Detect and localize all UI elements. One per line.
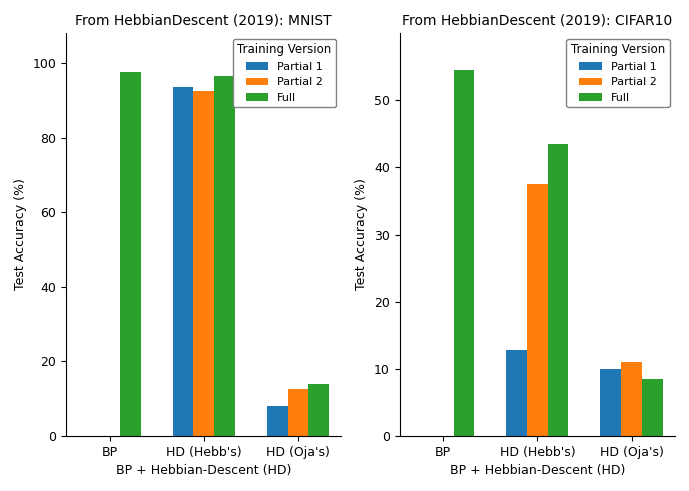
Bar — [287, 389, 308, 436]
Bar — [548, 144, 568, 436]
Bar — [453, 70, 474, 436]
Bar — [120, 72, 141, 436]
Bar — [308, 383, 329, 436]
Bar — [621, 362, 642, 436]
Legend: Partial 1, Partial 2, Full: Partial 1, Partial 2, Full — [233, 39, 336, 108]
Bar — [506, 350, 527, 436]
Y-axis label: Test Accuracy (%): Test Accuracy (%) — [14, 179, 27, 291]
Bar — [527, 184, 548, 436]
Title: From HebbianDescent (2019): CIFAR10: From HebbianDescent (2019): CIFAR10 — [402, 14, 672, 28]
Legend: Partial 1, Partial 2, Full: Partial 1, Partial 2, Full — [566, 39, 670, 108]
Bar — [214, 76, 235, 436]
Bar — [194, 91, 214, 436]
X-axis label: BP + Hebbian-Descent (HD): BP + Hebbian-Descent (HD) — [116, 464, 291, 477]
Bar — [173, 87, 194, 436]
Bar — [267, 406, 287, 436]
Title: From HebbianDescent (2019): MNIST: From HebbianDescent (2019): MNIST — [76, 14, 332, 28]
Y-axis label: Test Accuracy (%): Test Accuracy (%) — [356, 179, 369, 291]
Bar — [642, 379, 663, 436]
X-axis label: BP + Hebbian-Descent (HD): BP + Hebbian-Descent (HD) — [450, 464, 625, 477]
Bar — [600, 369, 621, 436]
